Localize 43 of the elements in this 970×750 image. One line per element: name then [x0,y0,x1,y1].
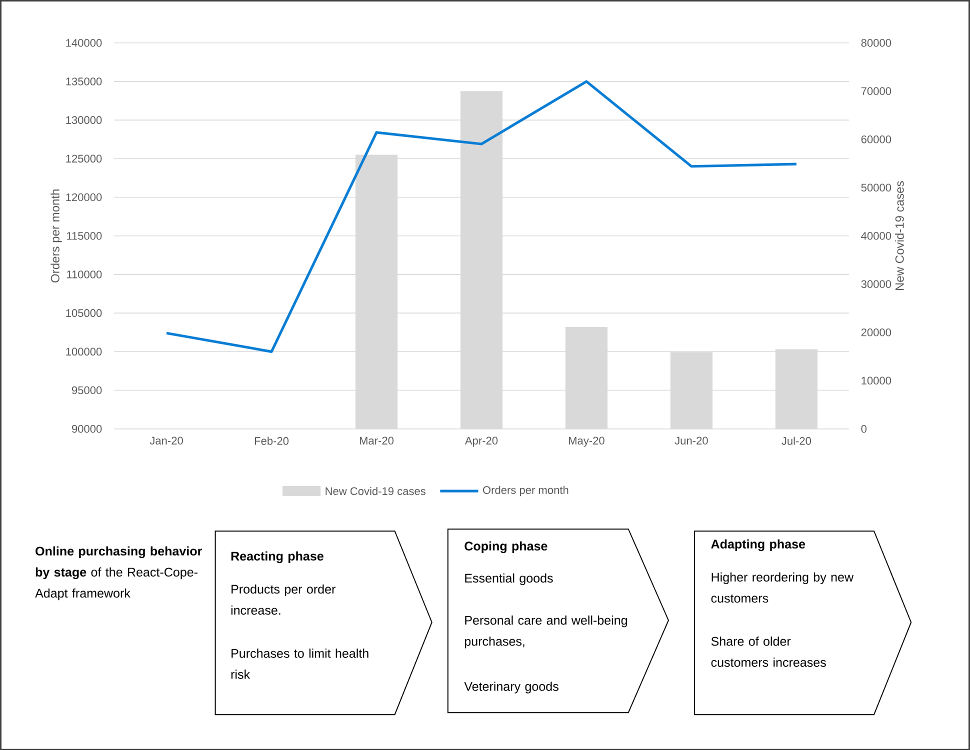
x-tick-label: May-20 [569,436,604,447]
legend-label: Orders per month [482,486,568,496]
x-tick-label: Mar-20 [360,436,394,444]
y2-tick-label: 60000 [861,135,892,144]
text: Veterinary goods [464,681,558,694]
text: Online purchasing behavior by stage of the React-Cope-Adapt framework [35,546,202,600]
y-tick-label: 100000 [66,348,102,356]
x-tick-label: Feb-20 [254,436,289,445]
text: Products per order increase. [231,584,336,615]
y-tick-label: 110000 [67,270,102,278]
y-tick-label: 90000 [72,424,102,433]
y-axis-title: Orders per month [50,189,62,282]
text: Purchases to limit health risk [231,648,368,679]
text: Higher reordering by new customers [711,572,854,602]
text: Reacting phase [231,551,324,563]
text: Coping phase [464,541,548,553]
y2-tick-label: 40000 [861,232,892,240]
y-tick-label: 115000 [67,232,102,240]
y2-tick-label: 20000 [861,328,892,336]
y-tick-label: 130000 [66,116,102,124]
y-tick-label: 120000 [66,193,102,201]
text: Essential goods [465,573,553,585]
legend-label: New Covid-19 cases [326,486,426,495]
y2-tick-label: 30000 [861,280,892,288]
text: Share of older customers increases [711,636,826,667]
y2-tick-label: 0 [861,424,867,433]
y2-tick-label: 10000 [862,376,892,384]
y2-tick-label: 80000 [861,38,892,47]
y-tick-label: 140000 [66,38,102,47]
y-tick-label: 125000 [66,154,102,162]
y2-tick-label: 50000 [861,184,892,192]
x-tick-label: Apr-20 [464,436,498,447]
y-tick-label: 135000 [66,77,102,86]
text: Personal care and well-being purchases, [464,615,628,648]
y-tick-label: 95000 [72,386,102,394]
x-tick-label: Jan-20 [150,436,183,444]
text: Adapting phase [711,539,806,551]
y2-axis-title: New Covid-19 cases [895,180,904,290]
y-tick-label: 105000 [66,308,102,317]
x-tick-label: Jun-20 [674,436,708,444]
x-tick-label: Jul-20 [782,436,812,445]
y2-tick-label: 70000 [861,87,892,95]
line-series [165,80,798,353]
